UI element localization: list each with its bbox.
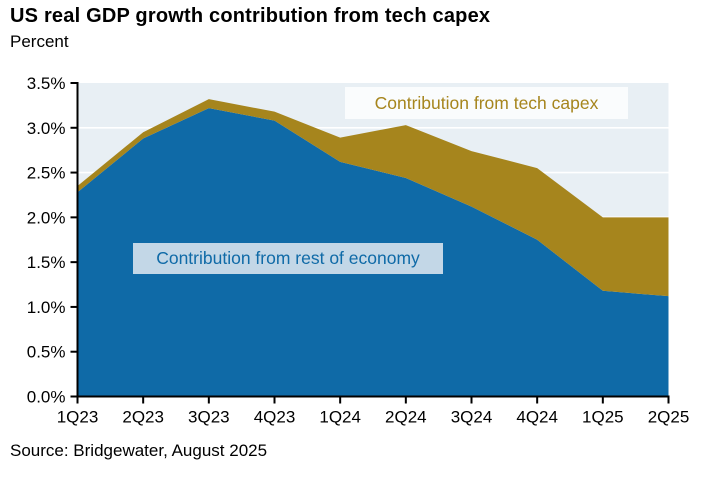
- x-tick-label: 1Q25: [582, 408, 624, 427]
- series-label-tech-capex: Contribution from tech capex: [345, 87, 628, 119]
- x-tick-label: 2Q24: [385, 408, 427, 427]
- series-label-rest-of-economy-text: Contribution from rest of economy: [156, 248, 420, 268]
- x-tick-label: 3Q23: [188, 408, 230, 427]
- y-tick-label: 2.0%: [27, 208, 66, 227]
- x-tick-label: 1Q23: [57, 408, 99, 427]
- y-tick-label: 1.0%: [27, 298, 66, 317]
- series-label-rest-of-economy: Contribution from rest of economy: [133, 243, 443, 274]
- chart-title: US real GDP growth contribution from tec…: [10, 5, 491, 27]
- x-tick-label: 3Q24: [451, 408, 493, 427]
- x-tick-label: 4Q24: [516, 408, 558, 427]
- x-tick-label: 2Q25: [648, 408, 690, 427]
- y-tick-label: 0.5%: [27, 343, 66, 362]
- y-tick-label: 3.5%: [27, 74, 66, 93]
- source-note: Source: Bridgewater, August 2025: [10, 441, 268, 460]
- x-tick-label: 2Q23: [122, 408, 164, 427]
- y-tick-label: 0.0%: [27, 388, 66, 407]
- x-tick-label: 4Q23: [254, 408, 296, 427]
- series-label-tech-capex-text: Contribution from tech capex: [374, 92, 599, 113]
- area-tech-capex: [77, 99, 669, 297]
- y-tick-label: 1.5%: [27, 253, 66, 272]
- chart-subtitle-percent: Percent: [10, 32, 69, 51]
- y-tick-label: 3.0%: [27, 119, 66, 138]
- y-tick-label: 2.5%: [27, 164, 66, 183]
- x-tick-label: 1Q24: [319, 408, 361, 427]
